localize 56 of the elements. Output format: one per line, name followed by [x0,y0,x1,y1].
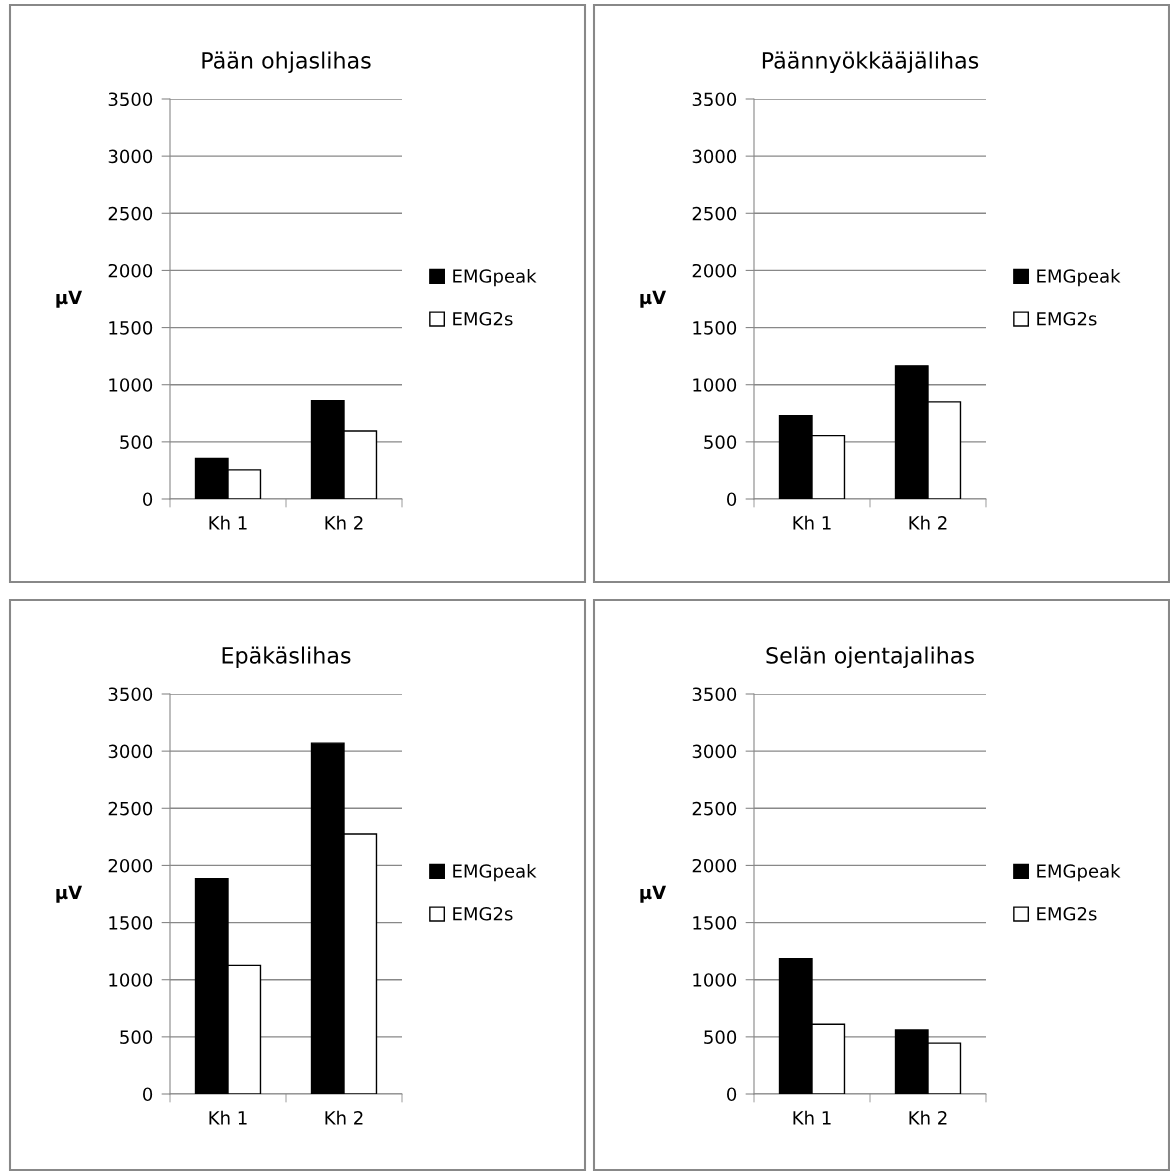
y-tick-label: 3500 [108,687,153,702]
y-tick-label: 3500 [692,687,737,702]
legend-label: EMG2s [453,906,513,921]
y-tick-label: 3500 [692,92,737,107]
y-tick-label: 500 [704,435,737,449]
chart-title: Epäkäslihas [222,646,351,669]
y-tick-label: 500 [120,1030,153,1044]
y-axis-title: µV [640,290,667,308]
y-tick-label: 3000 [108,149,153,164]
x-tick-label: Kh 1 [793,515,831,530]
x-tick-label: Kh 2 [325,515,363,530]
legend-label: EMGpeak [1037,863,1121,882]
y-tick-label: 0 [727,492,737,507]
y-tick-label: 1000 [693,378,737,392]
y-tick-label: 3000 [692,744,737,759]
y-tick-label: 3500 [108,92,153,107]
chart-title: Pään ohjaslihas [202,51,371,74]
y-tick-label: 1500 [693,321,737,335]
y-tick-label: 0 [727,1087,737,1102]
legend-label: EMGpeak [453,268,537,287]
y-axis-title: µV [640,885,667,903]
y-tick-label: 0 [143,1087,153,1102]
y-tick-label: 0 [143,492,153,507]
y-tick-label: 3000 [108,744,153,759]
y-axis-title: µV [56,885,83,903]
legend-label: EMG2s [1037,906,1097,921]
x-tick-label: Kh 2 [325,1110,363,1125]
x-tick-label: Kh 2 [909,1110,947,1125]
chart-title: Päännyökkääjälihas [762,51,979,74]
y-tick-label: 2000 [108,263,153,278]
y-tick-label: 1500 [109,321,153,335]
y-tick-label: 500 [120,435,153,449]
y-tick-label: 1500 [693,916,737,930]
x-tick-label: Kh 1 [209,1110,247,1125]
y-tick-label: 1500 [109,916,153,930]
y-tick-label: 1000 [109,378,153,392]
y-tick-label: 1000 [109,973,153,987]
y-tick-label: 2500 [108,801,153,816]
y-tick-label: 2000 [108,858,153,873]
x-tick-label: Kh 2 [909,515,947,530]
legend-label: EMG2s [1037,311,1097,326]
legend-label: EMGpeak [1037,268,1121,287]
y-tick-label: 500 [704,1030,737,1044]
y-tick-label: 2000 [692,858,737,873]
chart-title: Selän ojentajalihas [766,646,974,669]
legend-label: EMG2s [453,311,513,326]
y-tick-label: 2500 [108,206,153,221]
y-axis-title: µV [56,290,83,308]
y-tick-label: 2500 [692,206,737,221]
y-tick-label: 1000 [693,973,737,987]
x-tick-label: Kh 1 [209,515,247,530]
y-tick-label: 2000 [692,263,737,278]
y-tick-label: 3000 [692,149,737,164]
legend-label: EMGpeak [453,863,537,882]
x-tick-label: Kh 1 [793,1110,831,1125]
y-tick-label: 2500 [692,801,737,816]
